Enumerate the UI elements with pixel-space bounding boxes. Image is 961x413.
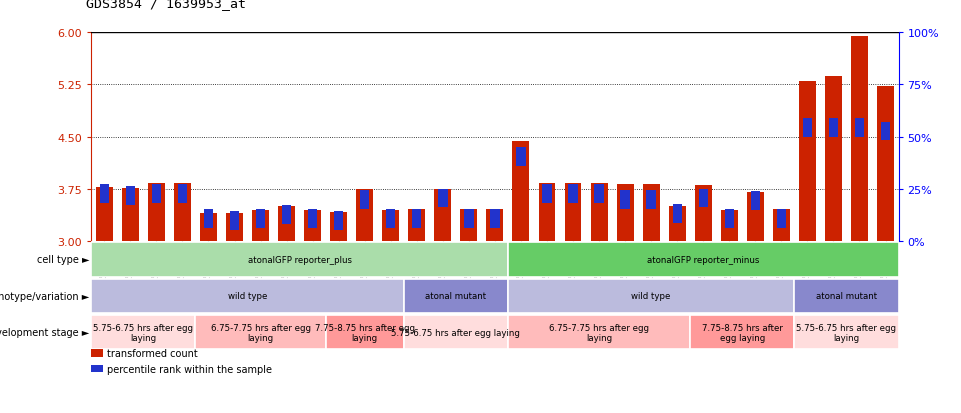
FancyBboxPatch shape xyxy=(195,316,326,349)
Bar xyxy=(825,77,842,242)
Bar xyxy=(126,187,136,206)
Text: 7.75-8.75 hrs after egg
laying: 7.75-8.75 hrs after egg laying xyxy=(314,323,415,342)
Bar xyxy=(360,190,369,209)
FancyBboxPatch shape xyxy=(795,316,899,349)
Bar xyxy=(564,184,581,242)
Bar xyxy=(854,119,864,138)
Bar xyxy=(357,190,373,242)
Text: GDS3854 / 1639953_at: GDS3854 / 1639953_at xyxy=(86,0,246,10)
Bar xyxy=(282,206,291,225)
Bar xyxy=(751,192,760,211)
Bar xyxy=(568,185,578,204)
Bar xyxy=(204,210,213,229)
Bar xyxy=(200,214,217,242)
Bar xyxy=(591,183,607,242)
Text: 6.75-7.75 hrs after egg
laying: 6.75-7.75 hrs after egg laying xyxy=(210,323,310,342)
Bar xyxy=(152,185,161,204)
Bar xyxy=(464,209,474,228)
Bar xyxy=(434,190,452,242)
Bar xyxy=(226,214,243,242)
FancyBboxPatch shape xyxy=(508,316,690,349)
Text: development stage ►: development stage ► xyxy=(0,328,89,337)
Bar xyxy=(647,190,655,209)
Bar xyxy=(252,210,269,242)
Text: 5.75-6.75 hrs after egg laying: 5.75-6.75 hrs after egg laying xyxy=(391,328,520,337)
Bar xyxy=(122,188,138,242)
Bar xyxy=(673,204,682,223)
Bar xyxy=(595,185,604,204)
Text: atonalGFP reporter_minus: atonalGFP reporter_minus xyxy=(647,255,759,264)
Bar xyxy=(96,188,112,242)
Bar xyxy=(721,210,738,242)
Bar xyxy=(308,210,317,229)
Bar xyxy=(486,210,504,242)
Bar xyxy=(512,142,530,242)
Text: 5.75-6.75 hrs after egg
laying: 5.75-6.75 hrs after egg laying xyxy=(797,323,897,342)
Bar xyxy=(828,119,838,138)
Bar xyxy=(408,210,426,242)
Text: 5.75-6.75 hrs after egg
laying: 5.75-6.75 hrs after egg laying xyxy=(93,323,193,342)
Bar xyxy=(516,147,526,166)
Text: atonalGFP reporter_plus: atonalGFP reporter_plus xyxy=(248,255,352,264)
FancyBboxPatch shape xyxy=(326,316,404,349)
FancyBboxPatch shape xyxy=(508,243,899,277)
Bar xyxy=(100,185,109,204)
Bar xyxy=(877,87,894,242)
Bar xyxy=(331,212,347,242)
Bar xyxy=(617,185,633,242)
Bar xyxy=(621,190,629,209)
Text: genotype/variation ►: genotype/variation ► xyxy=(0,291,89,301)
Bar xyxy=(490,209,500,228)
Bar xyxy=(799,82,816,242)
Text: cell type ►: cell type ► xyxy=(37,255,89,265)
Bar xyxy=(699,189,708,208)
Bar xyxy=(695,186,712,242)
Bar xyxy=(802,119,812,138)
Bar xyxy=(412,209,422,228)
Bar xyxy=(725,210,734,229)
Bar xyxy=(174,183,191,242)
Text: wild type: wild type xyxy=(228,292,267,301)
Bar xyxy=(178,185,187,204)
Bar xyxy=(747,193,764,242)
FancyBboxPatch shape xyxy=(91,279,404,313)
Bar xyxy=(438,189,448,208)
Bar xyxy=(538,183,555,242)
Bar xyxy=(148,183,165,242)
FancyBboxPatch shape xyxy=(795,279,899,313)
Bar xyxy=(382,210,399,242)
Bar xyxy=(773,210,790,242)
Text: transformed count: transformed count xyxy=(107,348,197,358)
Bar xyxy=(881,122,890,141)
Text: percentile rank within the sample: percentile rank within the sample xyxy=(107,364,272,374)
Bar xyxy=(230,211,239,230)
Bar xyxy=(776,209,786,228)
Bar xyxy=(278,207,295,242)
Bar xyxy=(643,185,659,242)
Bar xyxy=(851,37,868,242)
Bar xyxy=(256,210,265,229)
FancyBboxPatch shape xyxy=(91,243,508,277)
FancyBboxPatch shape xyxy=(404,316,508,349)
Bar xyxy=(305,210,321,242)
Bar xyxy=(669,207,685,242)
Text: atonal mutant: atonal mutant xyxy=(816,292,877,301)
Bar xyxy=(542,185,552,204)
Bar xyxy=(334,211,343,230)
Text: 6.75-7.75 hrs after egg
laying: 6.75-7.75 hrs after egg laying xyxy=(549,323,649,342)
FancyBboxPatch shape xyxy=(404,279,508,313)
Text: atonal mutant: atonal mutant xyxy=(426,292,486,301)
Bar xyxy=(386,210,395,229)
FancyBboxPatch shape xyxy=(91,316,195,349)
FancyBboxPatch shape xyxy=(508,279,795,313)
FancyBboxPatch shape xyxy=(690,316,795,349)
Bar xyxy=(460,210,478,242)
Text: 7.75-8.75 hrs after
egg laying: 7.75-8.75 hrs after egg laying xyxy=(702,323,782,342)
Text: wild type: wild type xyxy=(631,292,671,301)
